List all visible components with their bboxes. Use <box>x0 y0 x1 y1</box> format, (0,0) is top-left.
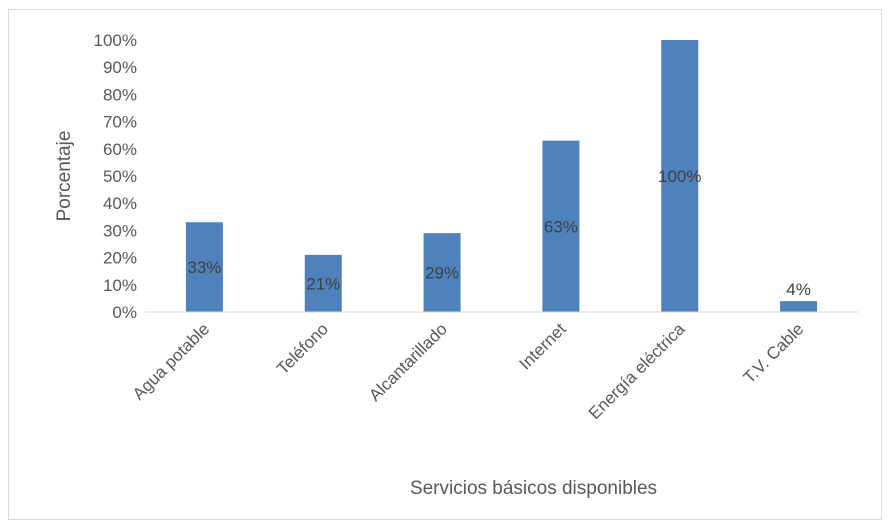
x-tick-label: Internet <box>516 319 570 373</box>
bar <box>780 301 818 312</box>
x-tick-label: Alcantarillado <box>365 319 451 405</box>
data-label: 4% <box>786 280 811 299</box>
y-tick-label: 10% <box>103 276 137 295</box>
y-tick-label: 80% <box>103 85 137 104</box>
x-axis-title: Servicios básicos disponibles <box>410 478 657 499</box>
bar <box>185 222 223 312</box>
y-tick-label: 20% <box>103 249 137 268</box>
data-label: 100% <box>658 167 701 186</box>
data-label: 29% <box>425 264 459 283</box>
y-tick-label: 60% <box>103 140 137 159</box>
data-label: 21% <box>306 274 340 293</box>
bar <box>304 254 342 312</box>
y-tick-label: 100% <box>94 31 137 50</box>
y-tick-label: 0% <box>112 303 137 322</box>
data-label: 33% <box>187 258 221 277</box>
data-labels-group: 33% 21% 29% 63% 100% 4% <box>187 167 810 299</box>
x-axis-ticks: Agua potable Teléfono Alcantarillado Intern… <box>129 319 807 423</box>
x-tick-label: Agua potable <box>129 319 213 403</box>
y-axis-ticks: 0% 10% 20% 30% 40% 50% 60% 70% 80% 90% 100% <box>94 31 137 322</box>
bar <box>542 140 580 312</box>
data-label: 63% <box>544 217 578 236</box>
bar <box>661 40 699 312</box>
x-tick-label: T.V. Cable <box>740 319 808 387</box>
y-tick-label: 70% <box>103 113 137 132</box>
x-tick-label: Teléfono <box>273 319 332 378</box>
bar <box>423 233 461 312</box>
bars-group <box>185 40 818 312</box>
y-tick-label: 30% <box>103 221 137 240</box>
y-axis-title: Porcentaje <box>54 131 75 222</box>
y-tick-label: 40% <box>103 194 137 213</box>
y-tick-label: 90% <box>103 58 137 77</box>
x-tick-label: Energía eléctrica <box>585 319 689 423</box>
y-tick-label: 50% <box>103 167 137 186</box>
